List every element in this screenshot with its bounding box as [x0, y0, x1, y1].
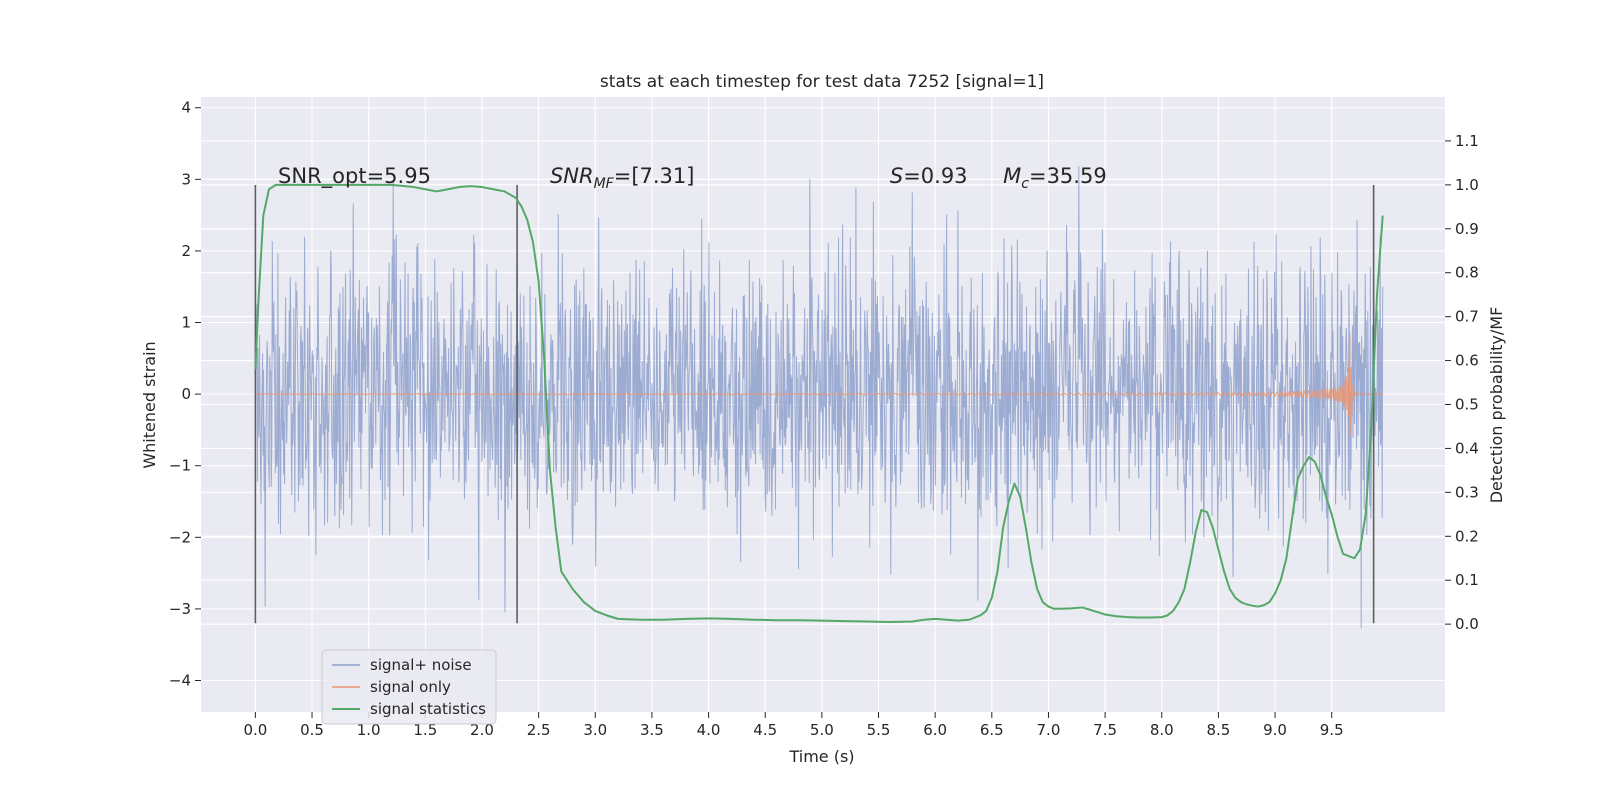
y-tick-label: −1 [169, 457, 191, 475]
signal-noise-line [254, 166, 1384, 629]
y-axis-ticks: −4 −3 −2 −1 0 1 2 3 4 [169, 99, 201, 689]
x-tick-label: 0.5 [300, 721, 324, 739]
x-tick-label: 9.5 [1320, 721, 1344, 739]
vertical-markers [254, 185, 1375, 624]
x-tick-label: 7.5 [1093, 721, 1117, 739]
y-right-tick-label: 0.1 [1455, 571, 1479, 589]
annotation: SNRMF=[7.31] [550, 164, 695, 192]
x-tick-label: 2.5 [527, 721, 551, 739]
legend-box [321, 649, 497, 725]
x-tick-label: 1.5 [413, 721, 437, 739]
y-axis-label: Whitened strain [140, 341, 159, 468]
y-right-tick-label: 0.3 [1455, 483, 1479, 501]
annotation: SNR_opt=5.95 [278, 164, 431, 189]
y-right-axis-label: Detection probability/MF [1487, 307, 1506, 504]
x-axis-ticks: 0.0 0.5 1.0 1.5 2.0 2.5 3.0 3.5 4.0 4.5 5.0 5.5 6.0 6… [243, 712, 1344, 739]
y-right-tick-label: 0.2 [1455, 527, 1479, 545]
y-right-tick-label: 0.6 [1455, 352, 1479, 370]
signal-noise-series [254, 166, 1384, 629]
x-tick-label: 3.0 [583, 721, 607, 739]
signal-only-series [255, 332, 1383, 436]
y-right-tick-label: 1.0 [1455, 176, 1479, 194]
x-tick-label: 8.0 [1150, 721, 1174, 739]
legend-label: signal only [370, 678, 451, 696]
y-tick-label: 2 [181, 242, 191, 260]
y-right-tick-label: 0.5 [1455, 396, 1479, 414]
x-tick-label: 5.5 [867, 721, 891, 739]
y-right-tick-label: 0.9 [1455, 220, 1479, 238]
x-tick-label: 8.5 [1206, 721, 1230, 739]
x-tick-label: 3.5 [640, 721, 664, 739]
x-tick-label: 7.0 [1037, 721, 1061, 739]
x-tick-label: 1.0 [357, 721, 381, 739]
y-tick-label: −4 [169, 671, 191, 689]
y-right-tick-label: 0.0 [1455, 615, 1479, 633]
x-tick-label: 4.5 [753, 721, 777, 739]
y-tick-label: 3 [181, 170, 191, 188]
y-tick-label: 1 [181, 314, 191, 332]
y-right-tick-label: 0.4 [1455, 439, 1479, 457]
y-tick-label: 0 [181, 385, 191, 403]
y-tick-label: 4 [181, 99, 191, 117]
annotation: S=0.93 [890, 164, 968, 188]
signal-statistics-series [254, 183, 1384, 623]
x-tick-label: 6.5 [980, 721, 1004, 739]
legend-label: signal+ noise [370, 656, 472, 674]
x-tick-label: 4.0 [697, 721, 721, 739]
legend: signal+ noise signal only signal statistic… [321, 649, 497, 725]
legend-label: signal statistics [370, 700, 486, 718]
signal-statistics-line [254, 183, 1384, 623]
annotation: Mc=35.59 [1003, 164, 1107, 192]
signal-only-line [255, 332, 1383, 436]
x-axis-label: Time (s) [788, 747, 854, 766]
y-right-tick-label: 0.7 [1455, 308, 1479, 326]
x-tick-label: 2.0 [470, 721, 494, 739]
chart-title: stats at each timestep for test data 725… [600, 72, 1044, 92]
y-right-tick-label: 0.8 [1455, 264, 1479, 282]
annotations: SNR_opt=5.95 SNRMF=[7.31] S=0.93 Mc=35.59 [278, 164, 1107, 192]
x-tick-label: 9.0 [1263, 721, 1287, 739]
y-tick-label: −2 [169, 528, 191, 546]
x-tick-label: 0.0 [243, 721, 267, 739]
y-right-axis-ticks: 0.0 0.1 0.2 0.3 0.4 0.5 0.6 0.7 0.8 0.9 1.0 1.1 [1445, 132, 1479, 633]
y-tick-label: −3 [169, 600, 191, 618]
x-tick-label: 6.0 [923, 721, 947, 739]
x-tick-label: 5.0 [810, 721, 834, 739]
y-right-tick-label: 1.1 [1455, 132, 1479, 150]
